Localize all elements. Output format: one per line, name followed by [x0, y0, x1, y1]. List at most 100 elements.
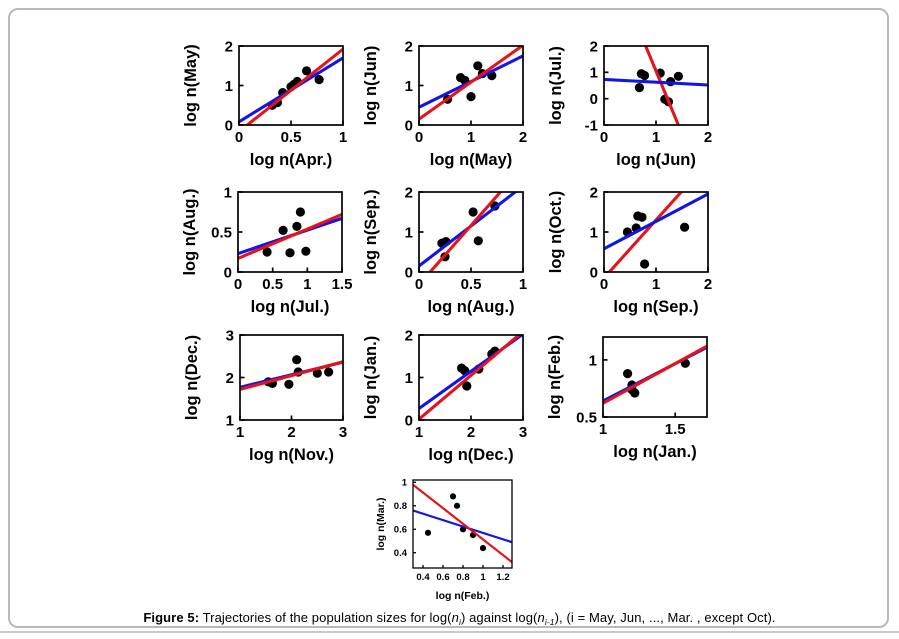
x-tick-label: 0 [600, 276, 608, 293]
x-tick-label: 2 [287, 424, 295, 441]
data-point [285, 248, 295, 258]
y-tick-label: 1 [405, 224, 413, 241]
x-tick-label: 2 [467, 424, 475, 441]
x-tick-label: 0.4 [416, 572, 430, 583]
red-fit-line [643, 46, 681, 125]
x-axis-label: log n(Feb.) [436, 590, 490, 602]
data-point [302, 66, 312, 76]
x-axis-label: log n(Aug.) [427, 298, 514, 316]
x-tick-label: 0.5 [262, 276, 283, 293]
red-fit-line [607, 192, 684, 272]
data-point [630, 388, 640, 398]
x-axis-label: log n(Sep.) [613, 298, 698, 316]
data-point [278, 225, 288, 235]
data-point [449, 493, 457, 500]
y-tick-label: 0 [225, 117, 233, 134]
x-tick-label: 1 [599, 421, 607, 438]
subplot-oct-vs-sep-canvas: 0 1 2 0 1 2 log n(Sep.) log n(Oct.) [547, 184, 712, 316]
subplot-dec-vs-nov-canvas: 1 2 3 1 2 3 log n(Nov.) log n(Dec.) [183, 327, 348, 464]
y-axis-label: log n(Aug.) [181, 188, 199, 275]
figure-caption-label: Figure 5: [143, 610, 200, 625]
subplot-may-vs-apr: 0 0.5 1 0 1 2 log n(Apr.) log n(May) [177, 34, 355, 177]
axis-ticks: 0.4 0.6 0.8 1 1.2 0.4 0.6 0.8 1 [394, 478, 510, 583]
subplot-feb-vs-jan: 1 1.5 0.5 1 log n(Jan.) log n(Feb.) [541, 325, 719, 469]
y-axis-label: log n(May) [182, 44, 200, 127]
fit-lines [413, 483, 512, 563]
axis-ticks: 1 1.50.51 [576, 352, 685, 438]
data-point [640, 259, 650, 269]
red-fit-line [419, 335, 522, 420]
subplot-oct-vs-sep: 0 1 2 0 1 2 log n(Sep.) log n(Oct.) [542, 180, 720, 324]
x-tick-label: 3 [519, 424, 527, 441]
red-fit-line [246, 47, 343, 125]
y-tick-label: 0 [224, 264, 232, 281]
y-tick-label: 1 [405, 78, 413, 95]
data-point [301, 246, 311, 256]
x-tick-label: 2 [704, 276, 712, 293]
y-tick-label: 0 [405, 264, 413, 281]
y-axis-label: log n(Oct.) [547, 191, 565, 273]
x-axis-label: log n(Apr.) [250, 151, 332, 169]
x-tick-label: 1 [415, 424, 423, 441]
subplot-mar-vs-feb: 0.4 0.6 0.8 1 1.2 0.4 0.6 0.8 1 log n(Feb.) log n(… [371, 472, 522, 608]
data-point [324, 367, 334, 377]
y-tick-label: 0 [590, 264, 598, 281]
y-tick-label: 0 [405, 117, 413, 134]
caption-part: n [451, 610, 459, 625]
data-point [673, 71, 683, 81]
page-divider-line [0, 631, 899, 633]
figure-border-frame: 0 0.5 1 0 1 2 log n(Apr.) log n(May) 0 1 2 0 1 2 log … [8, 8, 889, 628]
y-tick-label: 2 [405, 184, 413, 201]
y-axis-label: log n(Jul.) [547, 46, 565, 125]
fit-lines [240, 360, 343, 391]
axis-box [239, 334, 344, 421]
axis-ticks: 1 2 3 1 2 3 [226, 327, 348, 441]
fit-lines [239, 47, 343, 125]
data-point [473, 236, 483, 246]
y-tick-label: 1 [589, 352, 597, 369]
axis-ticks: 0 0.5 1 0 1 2 [405, 184, 528, 293]
y-tick-label: 1 [226, 412, 234, 429]
caption-part: ), (i = May, Jun, ..., Mar. , except Oct… [554, 610, 776, 625]
data-point [462, 381, 472, 391]
subplot-jun-vs-may-canvas: 0 1 2 0 1 2 log n(May) log n(Jun) [362, 38, 528, 169]
x-axis-label: log n(Nov.) [249, 446, 334, 464]
red-fit-line [419, 46, 523, 121]
data-point [637, 212, 647, 222]
red-fit-line [240, 360, 343, 391]
subplot-jan-vs-dec: 1 2 3 0 1 2 log n(Dec.) log n(Jan.) [357, 323, 535, 472]
figure-caption: Figure 5: Trajectories of the population… [10, 610, 899, 627]
x-tick-label: 1.5 [665, 421, 686, 438]
axis-ticks: 0 1 2 0 1 2 [405, 38, 528, 146]
y-axis-label: log n(Sep.) [362, 189, 380, 274]
data-point [680, 222, 690, 232]
subplot-jun-vs-may: 0 1 2 0 1 2 log n(May) log n(Jun) [357, 34, 535, 177]
data-point [634, 83, 644, 93]
y-tick-label: -1 [585, 117, 598, 134]
y-axis-label: log n(Dec.) [183, 335, 201, 420]
data-point [424, 529, 432, 536]
x-tick-label: 1 [467, 129, 475, 146]
data-point [262, 247, 272, 257]
red-fit-line [413, 483, 512, 563]
x-tick-label: 1 [236, 424, 244, 441]
subplot-sep-vs-aug-canvas: 0 0.5 1 0 1 2 log n(Aug.) log n(Sep.) [362, 184, 528, 316]
x-tick-label: 1 [480, 572, 486, 583]
x-tick-label: 0 [235, 129, 243, 146]
x-tick-label: 1 [652, 129, 660, 146]
y-tick-label: 2 [405, 327, 413, 344]
axis-box [602, 336, 708, 418]
subplot-sep-vs-aug: 0 0.5 1 0 1 2 log n(Aug.) log n(Sep.) [357, 180, 535, 324]
y-tick-label: 0 [405, 412, 413, 429]
fit-lines [238, 212, 342, 260]
fit-lines [419, 192, 518, 272]
axis-box [237, 191, 343, 273]
x-tick-label: 1 [652, 276, 660, 293]
y-tick-label: 1 [590, 224, 598, 241]
x-axis-label: log n(Jan.) [613, 443, 696, 461]
x-tick-label: 3 [339, 424, 347, 441]
y-axis-label: log n(Feb.) [546, 335, 564, 419]
